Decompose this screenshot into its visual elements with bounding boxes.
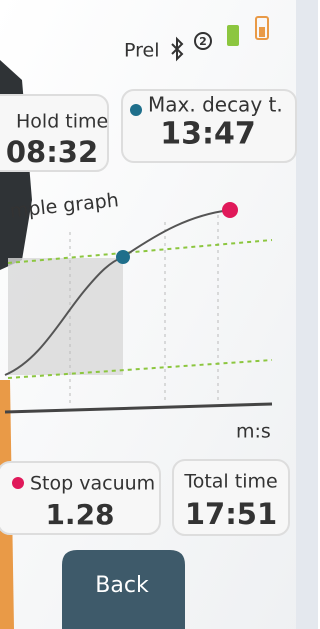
- decay-point: [116, 250, 130, 264]
- card-label: Stop vacuum: [30, 473, 155, 495]
- stop-point: [222, 202, 238, 218]
- card-value: 1.28: [45, 498, 114, 531]
- battery-icon: [227, 25, 239, 46]
- edge: [296, 0, 318, 629]
- card-label: Total time: [183, 471, 277, 493]
- back-label[interactable]: Back: [95, 573, 149, 598]
- screen: Prel 2 Hold time 08:32 Max. decay t. 13:…: [0, 0, 318, 629]
- card-value: 13:47: [160, 117, 256, 152]
- badge: 2: [199, 35, 207, 48]
- card-label: Hold time: [16, 111, 108, 133]
- marker-dot: [130, 104, 142, 116]
- card-label: Max. decay t.: [148, 93, 283, 117]
- card-value: 17:51: [185, 497, 277, 531]
- card-value: 08:32: [6, 135, 98, 169]
- x-unit: m:s: [236, 421, 271, 443]
- mode: Prel: [124, 40, 160, 62]
- battery-level: [259, 27, 265, 37]
- marker-dot: [12, 477, 24, 489]
